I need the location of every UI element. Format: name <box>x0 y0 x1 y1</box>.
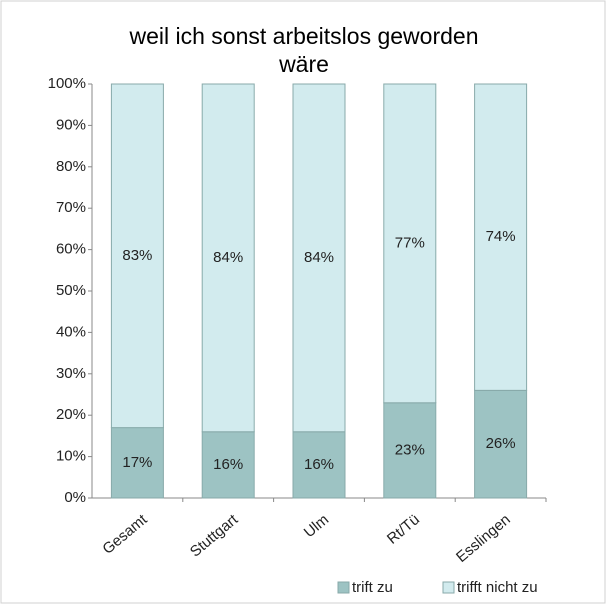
y-tick-label: 90% <box>56 116 86 133</box>
legend-label: trift zu <box>352 579 393 596</box>
x-tick-label: Ulm <box>301 511 332 541</box>
x-tick-label: Gesamt <box>99 511 151 558</box>
data-label: 16% <box>213 456 243 473</box>
x-tick-label: Esslingen <box>453 511 514 566</box>
y-tick-label: 60% <box>56 241 86 258</box>
data-label: 74% <box>486 228 516 245</box>
data-label: 77% <box>395 234 425 251</box>
data-label: 84% <box>304 249 334 266</box>
y-tick-label: 40% <box>56 323 86 340</box>
data-label: 84% <box>213 249 243 266</box>
bar-segment <box>292 431 346 499</box>
data-label: 16% <box>304 456 334 473</box>
legend-label: trifft nicht zu <box>457 579 538 596</box>
bar-segment <box>201 83 255 433</box>
bar-segment <box>474 389 528 499</box>
bar-segment <box>292 83 346 433</box>
legend-swatch <box>337 581 350 594</box>
bar-segment <box>474 83 528 391</box>
y-tick-label: 0% <box>64 489 86 506</box>
y-tick-label: 100% <box>48 75 86 92</box>
y-tick-label: 30% <box>56 365 86 382</box>
data-label: 17% <box>122 454 152 471</box>
bar-segment <box>383 402 437 499</box>
data-label: 23% <box>395 441 425 458</box>
y-tick-label: 50% <box>56 282 86 299</box>
y-tick-label: 70% <box>56 199 86 216</box>
y-tick-label: 10% <box>56 448 86 465</box>
bar-segment <box>383 83 437 404</box>
bar-segment <box>110 427 164 499</box>
legend-swatch <box>442 581 455 594</box>
data-label: 83% <box>122 247 152 264</box>
chart-title: weil ich sonst arbeitslos geworden wäre <box>129 23 479 77</box>
y-tick-label: 20% <box>56 406 86 423</box>
x-tick-label: Stuttgart <box>187 511 242 561</box>
x-tick-label: Rt/Tü <box>384 511 423 548</box>
bar-segment <box>110 83 164 429</box>
data-label: 26% <box>486 435 516 452</box>
y-tick-label: 80% <box>56 158 86 175</box>
